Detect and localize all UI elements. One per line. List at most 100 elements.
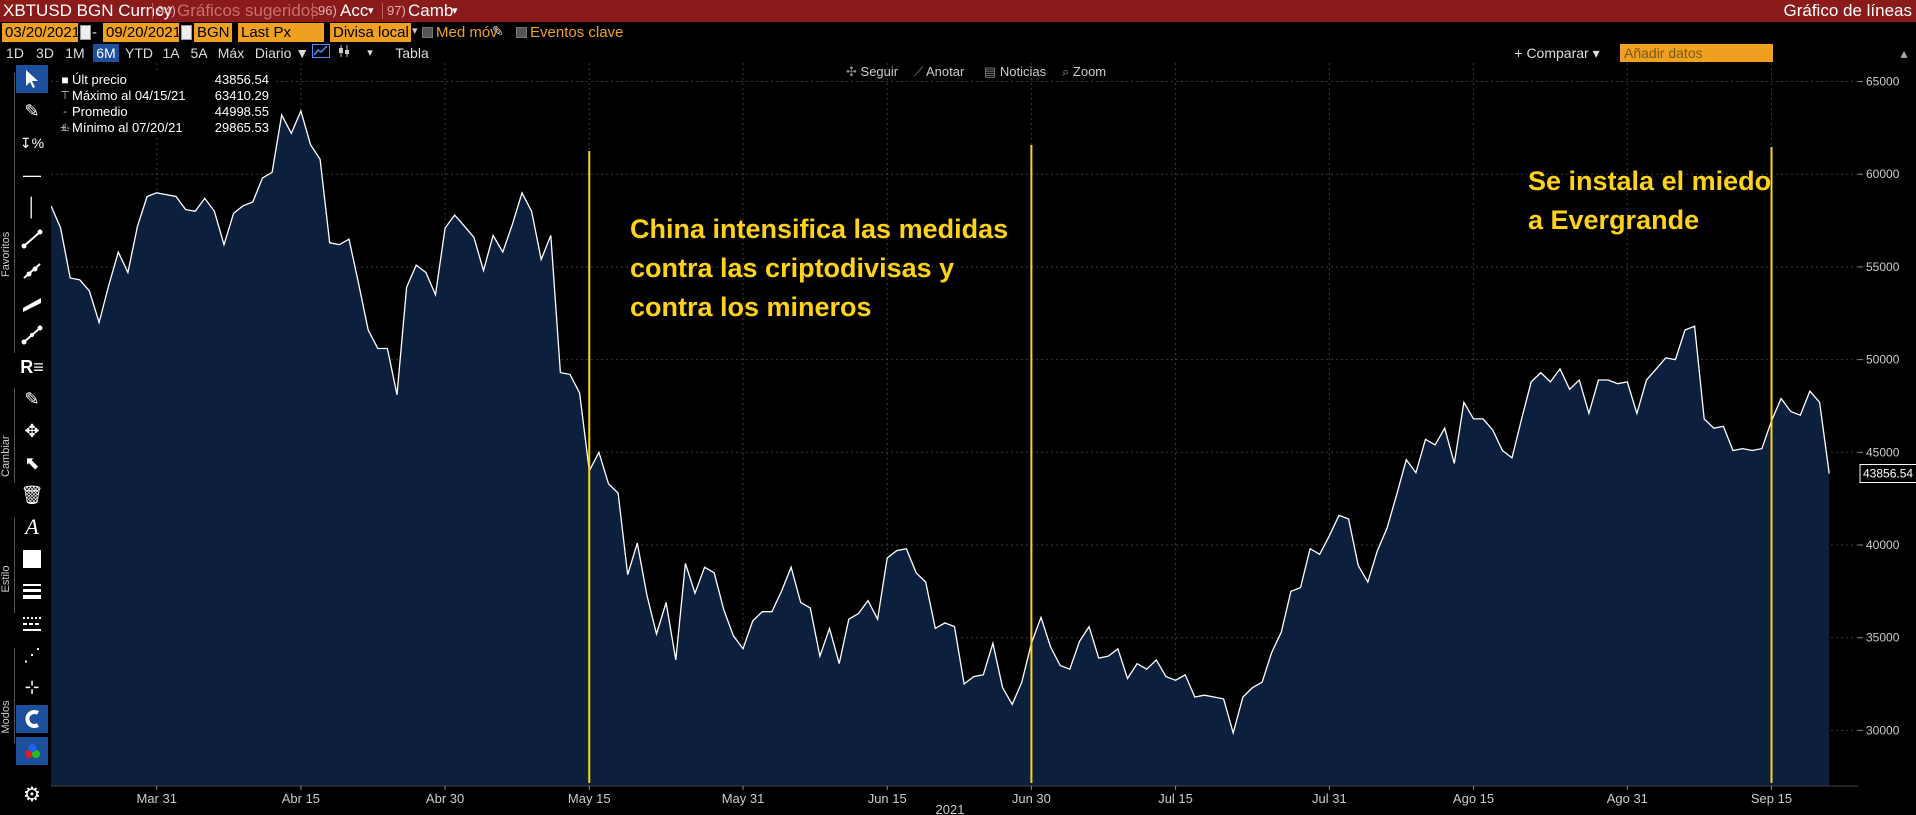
annotate-button[interactable]: ⟋ Anotar — [914, 64, 965, 79]
calendar-icon[interactable] — [181, 25, 192, 40]
drawing-toolbar: ✎ ↧% — │ R≡ ✎ ✥ ⬉ 🗑 A ⋰ ⊹ ⚙ Favoritos Ca… — [0, 63, 50, 815]
add-point-icon[interactable]: ⬉ — [24, 453, 40, 473]
acc-menu[interactable]: Acc — [340, 1, 369, 20]
compare-button[interactable]: + Comparar ▾ — [1514, 45, 1600, 61]
acc-number: 96) — [318, 3, 337, 18]
calendar-icon[interactable] — [80, 25, 91, 40]
range-1a[interactable]: 1A — [162, 45, 180, 61]
price-chart[interactable]: 30000 35000 40000 45000 50000 55000 60000 65000… — [0, 63, 1916, 815]
range-5a[interactable]: 5A — [190, 45, 208, 61]
range-max[interactable]: Máx — [217, 45, 245, 61]
text-tool-icon[interactable]: A — [25, 514, 39, 539]
x-tick-label: Abr 15 — [282, 791, 320, 806]
x-tick-label: Sep 15 — [1751, 791, 1792, 806]
key-events-checkbox[interactable] — [516, 27, 527, 38]
range-1m[interactable]: 1M — [65, 45, 85, 61]
x-tick-label: Jul 31 — [1312, 791, 1347, 806]
magnet-icon[interactable] — [16, 705, 48, 733]
y-tick-label: 30000 — [1866, 723, 1900, 737]
ray-line-icon[interactable] — [16, 257, 48, 285]
source-field[interactable]: BGN — [194, 23, 232, 42]
y-tick-label: 55000 — [1866, 260, 1900, 274]
price-area — [51, 111, 1830, 786]
price-field[interactable]: Last Px — [238, 23, 324, 42]
x-tick-label: May 15 — [568, 791, 611, 806]
china-annotation-line1: China intensifica las medidas — [630, 214, 1009, 244]
moving-avg-checkbox[interactable] — [422, 27, 433, 38]
candlestick-icon[interactable] — [335, 44, 353, 62]
percent-tool-icon[interactable]: ↧% — [19, 135, 45, 151]
y-tick-label: 60000 — [1866, 167, 1900, 181]
zoom-button[interactable]: ⌕ Zoom — [1062, 64, 1107, 79]
suggested-number: 94) — [157, 3, 176, 18]
lasso-icon[interactable]: ⋰ — [23, 645, 41, 665]
y-tick-label: 35000 — [1866, 631, 1900, 645]
news-button[interactable]: ▤ Noticias — [984, 64, 1047, 79]
last-price-label: 43856.54 — [1859, 464, 1916, 484]
x-tick-label: Mar 31 — [136, 791, 176, 806]
chevron-down-icon[interactable]: ▾ — [368, 5, 374, 17]
range-bar: 1D 3D 1M 6M YTD 1A 5A Máx Diario ▼ ▾ Tab… — [0, 43, 1916, 63]
add-data-input[interactable]: Añadir datos — [1620, 44, 1773, 62]
chevron-down-icon[interactable]: ▾ — [412, 25, 418, 37]
pencil-icon[interactable]: ✎ — [492, 23, 504, 39]
price-line — [51, 109, 1830, 736]
line-weight-icon[interactable] — [16, 577, 48, 605]
china-annotation-line2: contra las criptodivisas y — [630, 253, 955, 283]
x-tick-label: Jun 30 — [1012, 791, 1051, 806]
frequency-dropdown[interactable]: Diario ▼ — [254, 45, 310, 61]
camb-number: 97) — [387, 3, 406, 18]
x-tick-label: May 31 — [722, 791, 765, 806]
camb-menu[interactable]: Camb — [408, 1, 454, 20]
channel-icon[interactable] — [16, 289, 48, 317]
line-chart-icon[interactable] — [311, 44, 331, 62]
line-style-icon[interactable] — [16, 609, 48, 637]
range-6m[interactable]: 6M — [93, 44, 119, 62]
horizontal-line-icon[interactable]: — — [23, 165, 41, 185]
cursor-icon[interactable] — [16, 65, 48, 93]
moving-avg-label[interactable]: Med móv — [436, 24, 498, 41]
range-3d[interactable]: 3D — [36, 45, 54, 61]
move-icon[interactable]: ✥ — [24, 421, 40, 441]
chart-type-label[interactable]: Gráfico de líneas — [1783, 1, 1912, 20]
vertical-line-icon[interactable]: │ — [26, 197, 38, 217]
china-annotation-line3: contra los mineros — [630, 292, 872, 322]
currency-field[interactable]: Divisa local — [330, 23, 411, 42]
fill-color-icon[interactable] — [16, 545, 48, 573]
y-tick-label: 40000 — [1866, 538, 1900, 552]
gear-icon[interactable]: ⚙ — [23, 784, 41, 806]
chevron-down-icon[interactable]: ▾ — [367, 47, 373, 59]
end-date-field[interactable]: 09/20/2021 — [103, 23, 179, 42]
fibonacci-icon[interactable] — [16, 321, 48, 349]
y-tick-label: 50000 — [1866, 353, 1900, 367]
scroll-up-icon[interactable]: ▴ — [1900, 45, 1908, 61]
range-1d[interactable]: 1D — [6, 45, 24, 61]
title-bar: XBTUSD BGN Curncy 94) Gráficos sugeridos… — [0, 0, 1916, 22]
trash-icon[interactable]: 🗑 — [20, 485, 44, 505]
edit-icon[interactable]: ✎ — [24, 389, 40, 409]
follow-button[interactable]: ✣ Seguir — [846, 64, 899, 79]
legend-last: ■ Últ precio 43856.54 — [61, 72, 269, 87]
chevron-down-icon[interactable]: ▾ — [452, 5, 458, 17]
x-year-label: 2021 — [936, 802, 965, 815]
controls-bar: 03/20/2021 - 09/20/2021 BGN Last Px Divi… — [0, 22, 1916, 43]
evergrande-annotation-line1: Se instala el miedo — [1528, 166, 1772, 196]
key-events-label[interactable]: Eventos clave — [530, 24, 624, 41]
color-dots-icon[interactable] — [16, 737, 48, 765]
regression-icon[interactable]: R≡ — [20, 357, 44, 377]
table-button[interactable]: Tabla — [395, 45, 429, 61]
x-tick-label: Ago 15 — [1453, 791, 1494, 806]
legend-max: ⊤ Máximo al 04/15/21 63410.29 — [60, 88, 269, 103]
range-ytd[interactable]: YTD — [125, 45, 153, 61]
suggested-charts-menu[interactable]: Gráficos sugeridos — [177, 1, 319, 20]
pen-icon[interactable]: ✎ — [24, 101, 40, 121]
security-ticker[interactable]: XBTUSD BGN Curncy — [3, 1, 173, 20]
x-tick-label: Jul 15 — [1158, 791, 1193, 806]
start-date-field[interactable]: 03/20/2021 — [2, 23, 78, 42]
trend-line-icon[interactable] — [16, 225, 48, 253]
snap-icon[interactable]: ⊹ — [24, 677, 40, 697]
evergrande-annotation[interactable]: Se instala el miedo a Evergrande — [1528, 162, 1771, 240]
last-price-value: 43856.54 — [1863, 467, 1913, 481]
y-axis: 30000 35000 40000 45000 50000 55000 60000 65000 — [1858, 75, 1900, 737]
china-annotation[interactable]: China intensifica las medidas contra las… — [630, 210, 1008, 327]
